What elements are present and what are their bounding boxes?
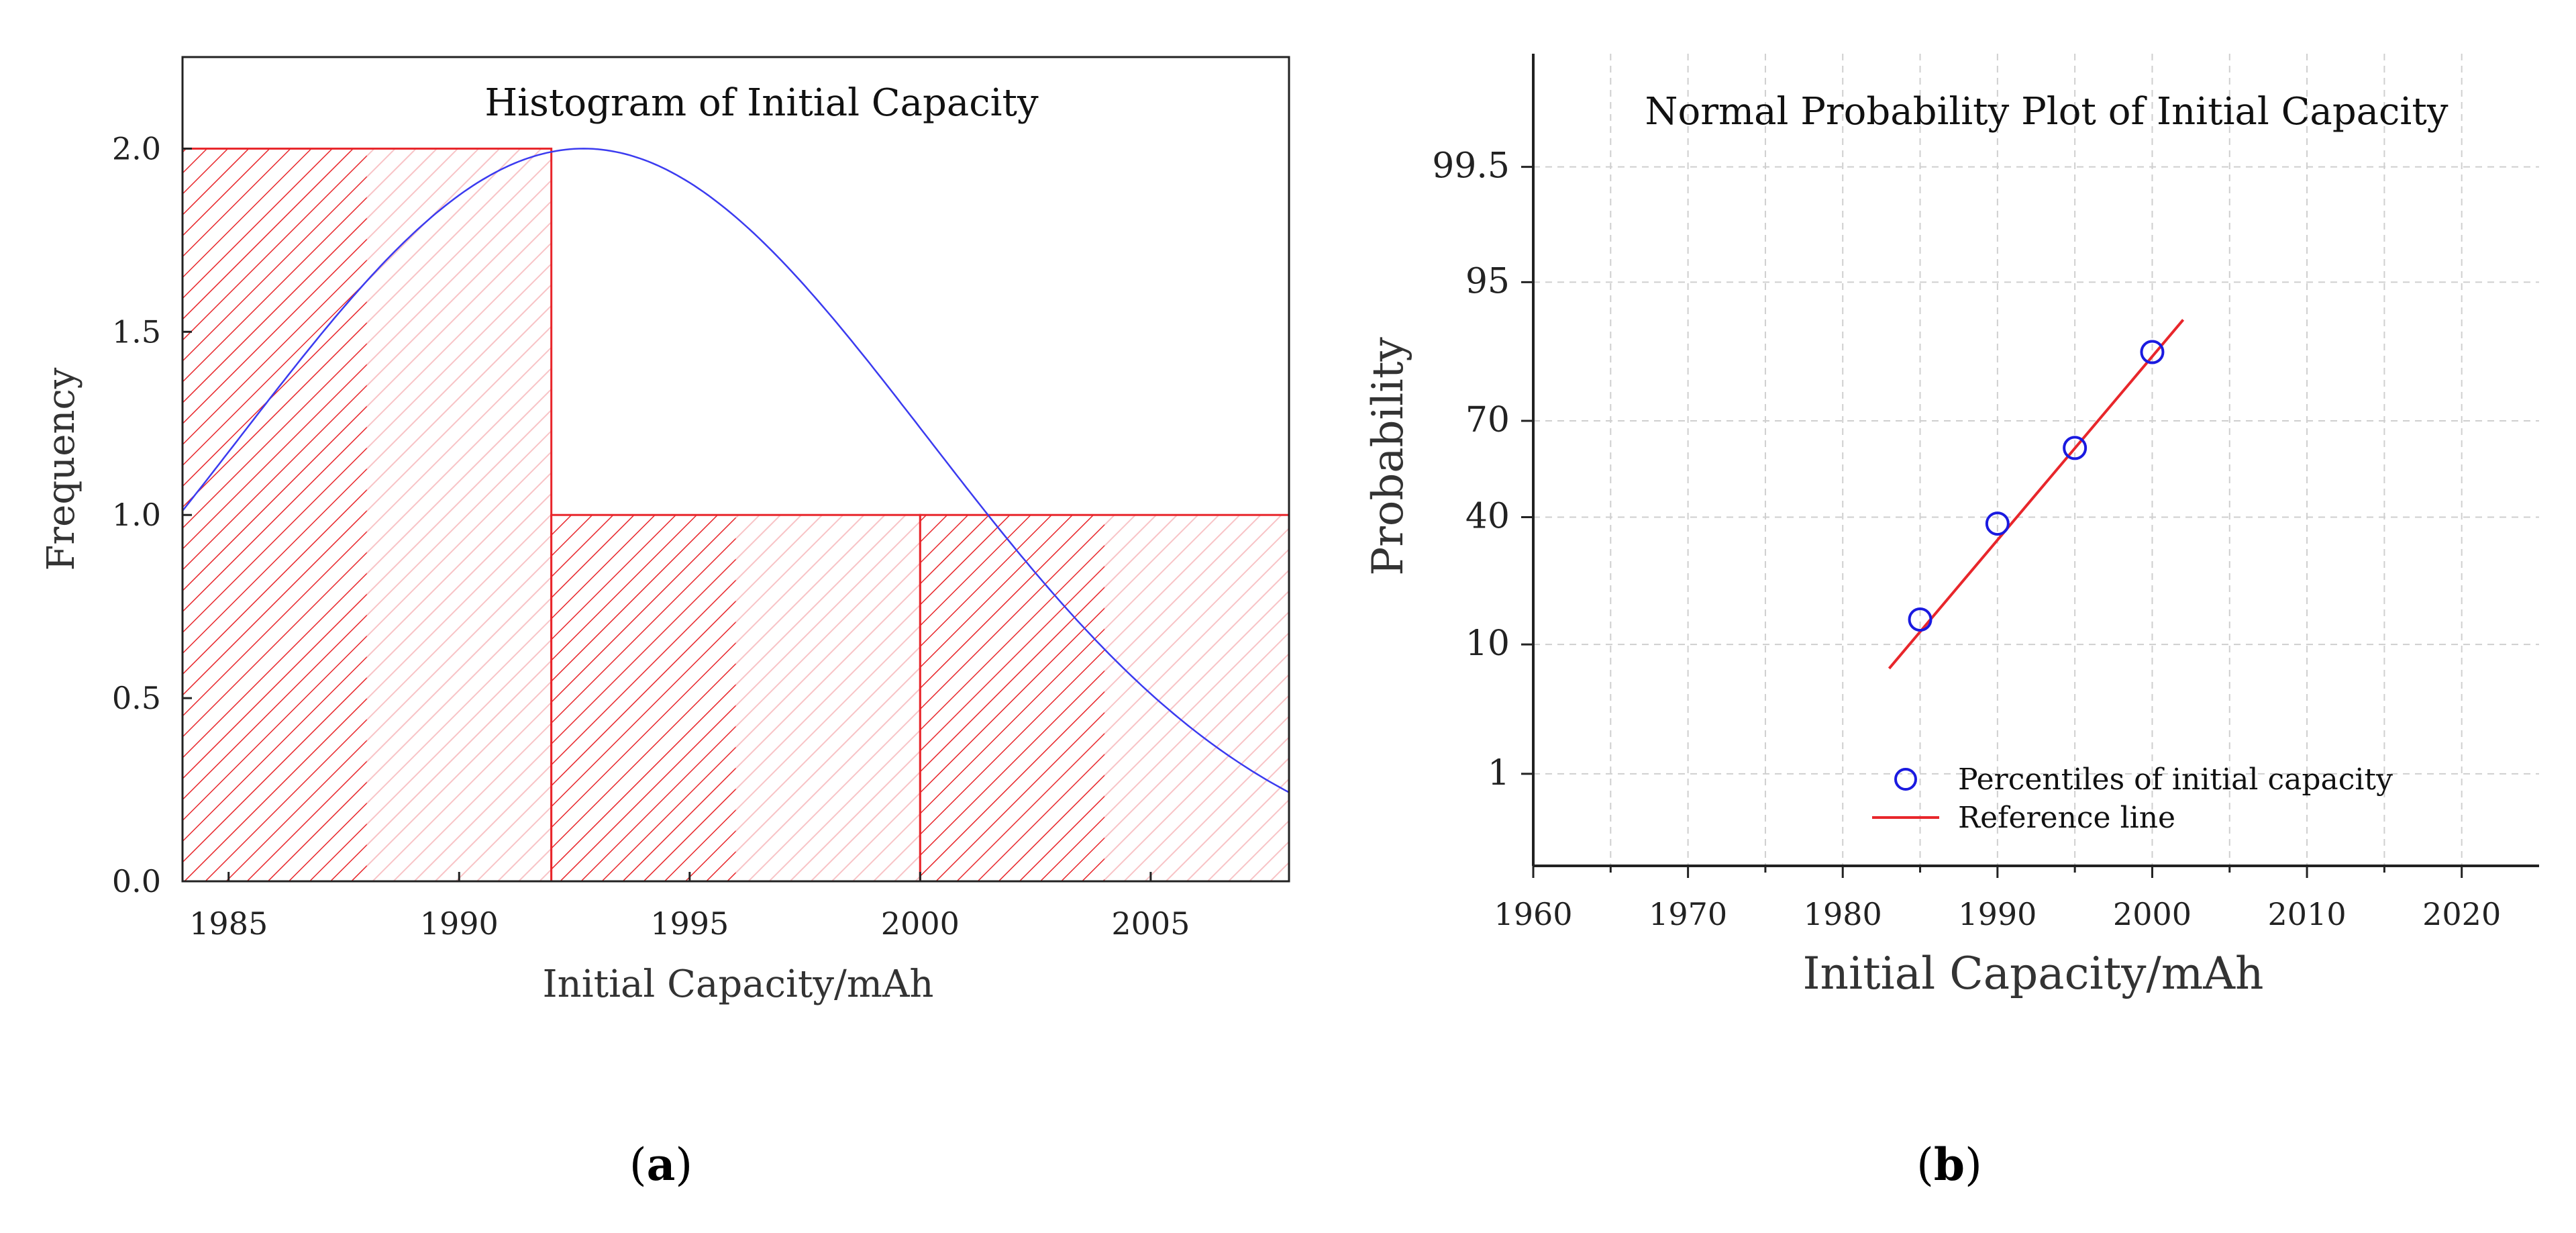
legend: Percentiles of initial capacity Referenc… [1872,762,2393,835]
normal-fit-curve [182,148,1290,793]
probability-x-tick-label-4: 2000 [2113,896,2192,932]
histogram-x-ticks: 1985 1990 1995 2000 2005 [189,872,1190,942]
probability-x-tick-label-1: 1970 [1649,896,1727,932]
probability-x-tick-label-6: 2020 [2422,896,2501,932]
probability-y-tick-label-3: 70 [1465,400,1510,440]
probability-y-tick-label-4: 95 [1465,261,1510,301]
histogram-x-tick-label-2: 1995 [650,905,729,942]
panel-label-a: (a) [629,1138,692,1191]
histogram-y-ticks: 0.0 0.5 1.0 1.5 2.0 [112,130,192,899]
histogram-y-tick-label-2: 1.0 [112,497,161,533]
probability-x-tick-label-0: 1960 [1494,896,1572,932]
histogram-title: Histogram of Initial Capacity [484,81,1039,125]
histogram-x-tick-label-3: 2000 [881,905,960,942]
histogram-x-tick-label-0: 1985 [189,905,268,942]
probability-x-tick-label-2: 1980 [1804,896,1882,932]
legend-entry-points: Percentiles of initial capacity [1958,762,2393,797]
histogram-x-tick-label-4: 2005 [1111,905,1190,942]
histogram-bars [181,147,1290,883]
probability-grid [1533,54,2539,866]
probability-y-tick-label-0: 1 [1488,753,1510,793]
probability-y-tick-label-2: 40 [1465,496,1510,536]
percentile-point-1 [1985,511,2010,536]
reference-line [1888,319,2185,670]
legend-marker-points [1894,768,1917,791]
histogram-y-tick-label-1: 0.5 [112,680,161,716]
histogram-y-tick-label-4: 2.0 [112,130,161,166]
histogram-bar-0-light-half [366,148,552,881]
histogram-panel: 1985 1990 1995 2000 2005 0.0 0.5 1.0 1.5 2.0 His… [40,56,1290,1191]
histogram-bar-0-dark-half [183,148,367,881]
probability-x-ticks: 1960 1970 1980 1990 2000 2010 2020 [1494,866,2501,932]
probability-x-axis-label: Initial Capacity/mAh [1802,948,2263,999]
probability-y-tick-label-5: 99.5 [1432,146,1510,187]
histogram-bar-2-dark-half [920,515,1105,881]
percentile-points [1908,340,2165,632]
histogram-x-axis-label: Initial Capacity/mAh [543,963,934,1006]
histogram-x-tick-label-1: 1990 [420,905,499,942]
probability-title: Normal Probability Plot of Initial Capac… [1645,90,2449,134]
histogram-y-tick-label-3: 1.5 [112,313,161,350]
percentile-point-3 [2140,340,2165,364]
histogram-bar-1-dark-half [551,515,736,881]
panel-label-b: (b) [1916,1138,1982,1191]
probability-y-axis-label: Probability [1363,337,1413,576]
histogram-bar-1-light-half [735,515,921,881]
probability-y-tick-label-1: 10 [1465,624,1510,664]
probability-x-tick-label-5: 2010 [2268,896,2347,932]
histogram-bar-2-light-half [1104,515,1289,881]
probability-x-tick-label-3: 1990 [1958,896,2037,932]
percentile-point-2 [2063,436,2088,460]
probability-y-ticks: 1 10 40 70 95 99.5 [1432,146,1533,793]
percentile-point-0 [1908,607,1933,632]
probability-plot-panel: 1960 1970 1980 1990 2000 2010 2020 1 10 40 70 95 99… [1363,54,2539,1191]
histogram-y-axis-label: Frequency [40,367,83,571]
legend-entry-line: Reference line [1958,801,2175,835]
histogram-y-tick-label-0: 0.0 [112,863,161,899]
histogram-plot-frame [181,56,1290,883]
